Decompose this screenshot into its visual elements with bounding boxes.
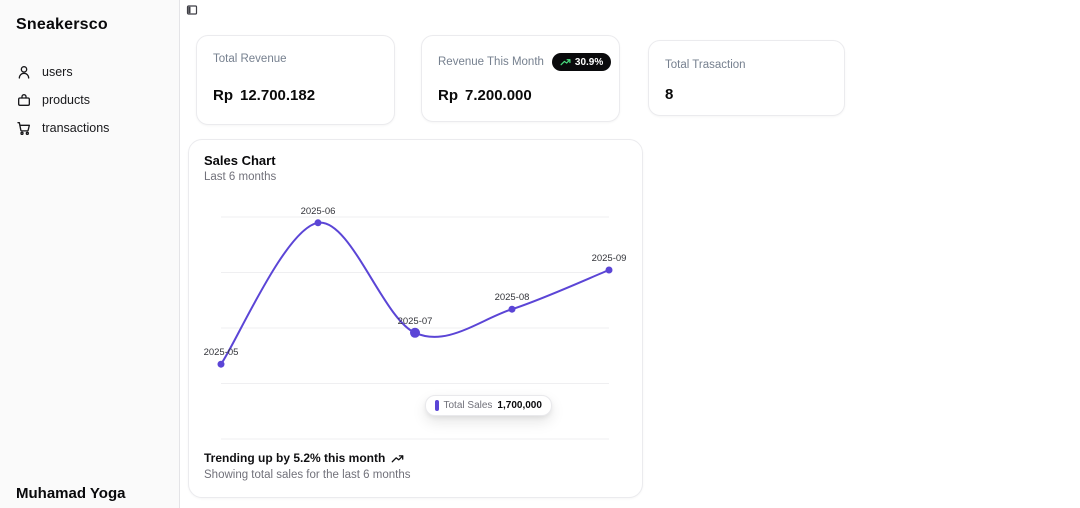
chart-footer-subtitle: Showing total sales for the last 6 month… [204,469,411,481]
panel-left-icon [186,4,198,16]
trending-up-icon [391,454,404,462]
sidebar-nav: users products transactions [8,58,171,142]
chart-subtitle: Last 6 months [204,171,277,183]
stat-card-total-revenue: Total Revenue Rp 12.700.182 [196,35,395,125]
sidebar-user-name: Muhamad Yoga [16,485,126,502]
sales-chart-card: Sales Chart Last 6 months 2025-05 2025-06… [188,139,643,498]
chart-footer-trend: Trending up by 5.2% this month [204,451,404,465]
tooltip-series-label: Total Sales [443,400,493,411]
stat-card-revenue-this-month: Revenue This Month 30.9% Rp 7.200.000 [421,35,620,122]
sidebar-item-label: products [42,93,90,107]
sales-chart-svg[interactable]: 2025-05 2025-06 2025-07 2025-08 2025-09 [201,196,627,451]
sidebar-item-label: transactions [42,121,110,135]
sales-line-chart[interactable]: 2025-05 2025-06 2025-07 2025-08 2025-09 [201,196,627,451]
growth-badge-text: 30.9% [574,56,604,68]
point-label: 2025-07 [398,316,433,327]
brand-title: Sneakersco [16,16,108,33]
user-icon [16,64,32,80]
data-point[interactable] [508,305,516,313]
stat-value: Rp 7.200.000 [438,87,532,104]
sidebar: Sneakersco users products transactions [0,0,180,508]
data-point[interactable] [217,360,225,368]
chart-title: Sales Chart [204,153,276,168]
stat-amount: 7.200.000 [465,87,532,104]
stat-value: Rp 12.700.182 [213,87,315,104]
stat-label: Total Trasaction [665,59,746,71]
data-point[interactable] [314,219,322,227]
sales-line [220,221,610,366]
tooltip-series-swatch [435,400,439,411]
chart-tooltip: Total Sales 1,700,000 [425,395,552,416]
stat-value: 8 [665,86,673,103]
shopping-bag-icon [16,92,32,108]
stat-card-total-transaction: Total Trasaction 8 [648,40,845,116]
stat-amount: 8 [665,86,674,103]
point-label: 2025-05 [204,347,239,358]
sidebar-item-users[interactable]: users [8,58,171,86]
trend-text: Trending up by 5.2% this month [204,451,386,465]
point-label: 2025-08 [495,292,530,303]
currency-prefix: Rp [213,87,233,104]
shopping-cart-icon [16,120,32,136]
point-label: 2025-09 [592,253,627,264]
tooltip-value: 1,700,000 [497,400,542,411]
stat-label: Revenue This Month [438,56,544,68]
growth-badge: 30.9% [551,53,612,71]
sidebar-toggle-button[interactable] [183,1,201,19]
point-label: 2025-06 [301,206,336,217]
sidebar-item-label: users [42,65,73,79]
stat-amount: 12.700.182 [240,87,316,104]
data-point-active[interactable] [410,327,420,338]
currency-prefix: Rp [438,87,458,104]
data-point[interactable] [605,266,613,274]
sidebar-item-transactions[interactable]: transactions [8,114,171,142]
trending-up-icon [560,58,571,65]
stat-label: Total Revenue [213,53,287,65]
sidebar-item-products[interactable]: products [8,86,171,114]
